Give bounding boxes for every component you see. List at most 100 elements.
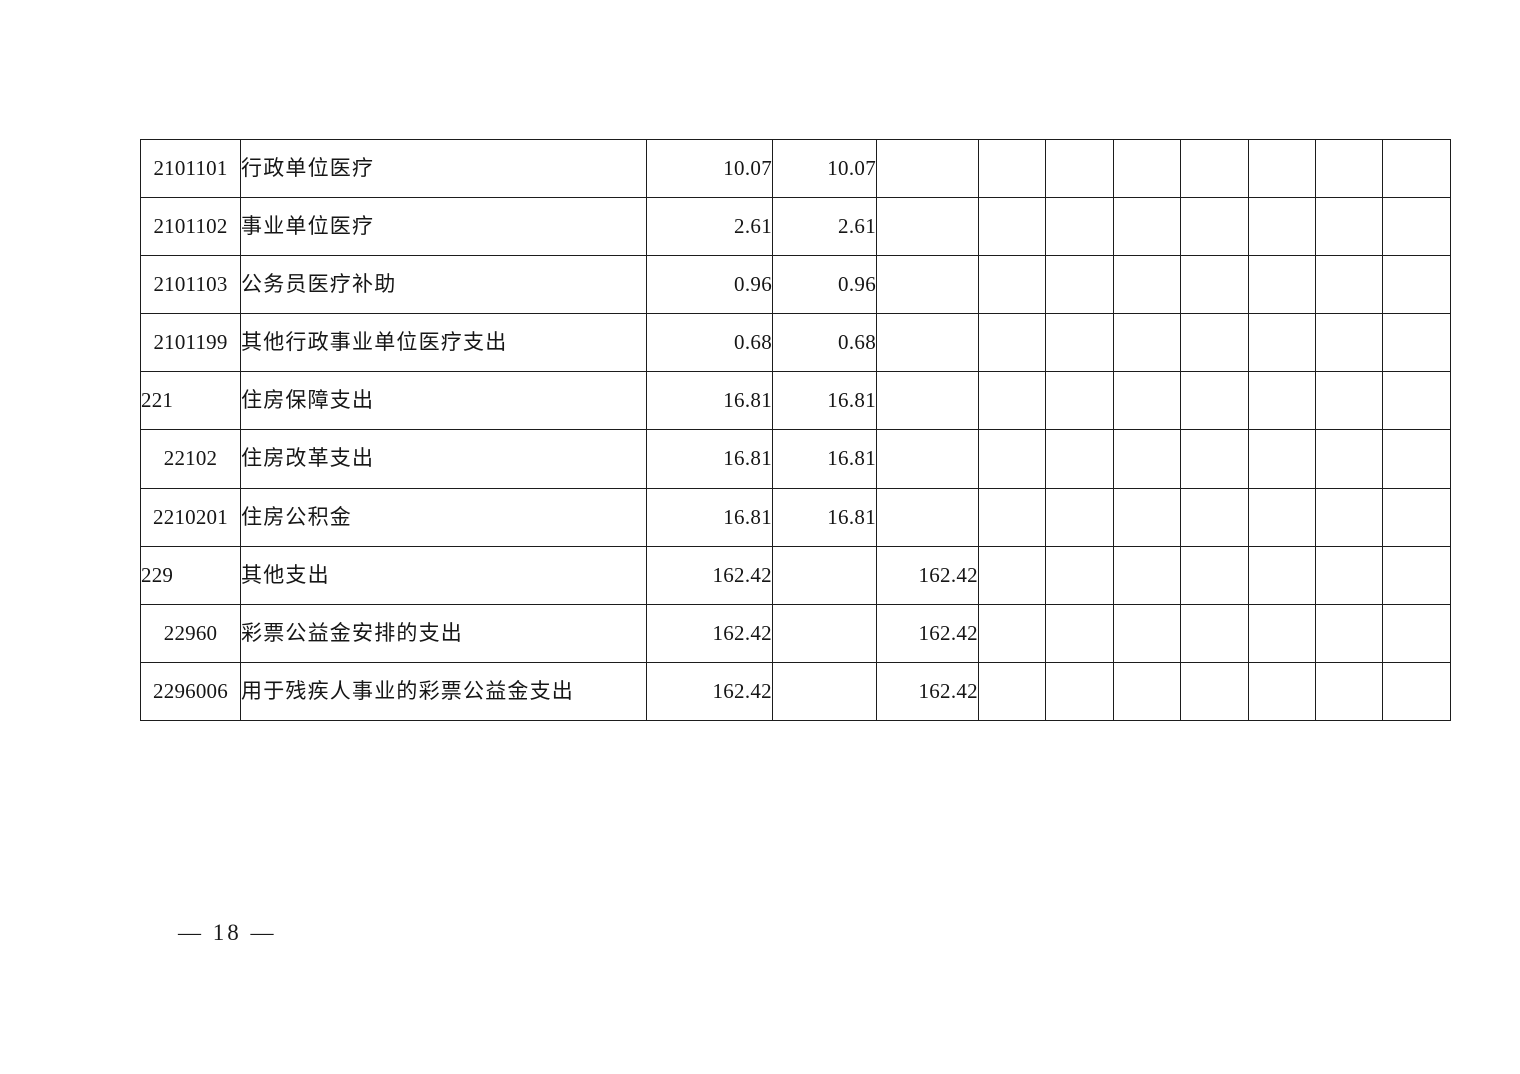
cell-empty (1382, 197, 1451, 257)
cell-item-name: 公务员医疗补助 (240, 255, 647, 315)
cell-empty (977, 255, 1047, 315)
cell-code: 229 (140, 545, 241, 605)
cell-empty (1045, 138, 1114, 199)
cell-empty (1180, 138, 1249, 199)
cell-code: 2101101 (140, 138, 241, 199)
cell-code: 22960 (140, 603, 241, 663)
cell-empty (1382, 255, 1451, 315)
cell-amount-v1: 16.81 (646, 487, 773, 547)
cell-empty (977, 371, 1047, 431)
cell-code: 221 (140, 371, 241, 431)
table-row: 2101103 公务员医疗补助 0.96 0.96 (140, 255, 1451, 315)
cell-empty (1045, 255, 1114, 315)
cell-amount-v3: 162.42 (876, 661, 979, 721)
table-row: 22102 住房改革支出 16.81 16.81 (140, 429, 1451, 489)
cell-empty (1180, 313, 1249, 373)
cell-empty (1314, 603, 1384, 663)
cell-empty (1382, 661, 1451, 721)
cell-code: 2101103 (140, 255, 241, 315)
cell-empty (1180, 545, 1249, 605)
cell-empty (1247, 487, 1316, 547)
cell-amount-v1: 10.07 (646, 138, 773, 199)
cell-item-name: 彩票公益金安排的支出 (240, 603, 647, 663)
cell-amount-v2: 16.81 (772, 371, 877, 431)
cell-empty (977, 138, 1047, 199)
cell-empty (1180, 255, 1249, 315)
cell-empty (1247, 138, 1316, 199)
cell-amount-v2: 10.07 (772, 138, 877, 199)
cell-empty (1314, 371, 1384, 431)
cell-empty (1112, 255, 1182, 315)
cell-empty (1314, 255, 1384, 315)
page-number: — 18 — (178, 920, 277, 945)
cell-item-name: 用于残疾人事业的彩票公益金支出 (240, 661, 647, 721)
cell-empty (977, 197, 1047, 257)
cell-empty (977, 313, 1047, 373)
cell-amount-v3 (876, 487, 979, 547)
cell-amount-v3: 162.42 (876, 545, 979, 605)
cell-empty (1180, 603, 1249, 663)
cell-empty (1045, 545, 1114, 605)
cell-amount-v3 (876, 255, 979, 315)
cell-amount-v1: 162.42 (646, 603, 773, 663)
cell-empty (1112, 313, 1182, 373)
cell-empty (1247, 661, 1316, 721)
cell-empty (1247, 545, 1316, 605)
cell-amount-v1: 2.61 (646, 197, 773, 257)
cell-amount-v2 (772, 545, 877, 605)
cell-amount-v3: 162.42 (876, 603, 979, 663)
cell-empty (1314, 138, 1384, 199)
cell-empty (1112, 661, 1182, 721)
cell-amount-v3 (876, 429, 979, 489)
table-row: 2296006 用于残疾人事业的彩票公益金支出 162.42 162.42 (140, 661, 1451, 721)
cell-amount-v2: 16.81 (772, 487, 877, 547)
table-row: 221 住房保障支出 16.81 16.81 (140, 371, 1451, 431)
cell-empty (977, 487, 1047, 547)
cell-code: 2210201 (140, 487, 241, 547)
cell-amount-v2: 16.81 (772, 429, 877, 489)
cell-empty (1382, 545, 1451, 605)
cell-empty (1382, 313, 1451, 373)
cell-amount-v2: 0.96 (772, 255, 877, 315)
budget-expenditure-table: 2101101 行政单位医疗 10.07 10.07 2101102 事业单位医疗 2.61… (140, 138, 1451, 721)
cell-empty (1382, 429, 1451, 489)
cell-amount-v1: 162.42 (646, 661, 773, 721)
cell-empty (1180, 429, 1249, 489)
cell-empty (1247, 429, 1316, 489)
cell-empty (1180, 371, 1249, 431)
cell-empty (1247, 255, 1316, 315)
cell-amount-v3 (876, 197, 979, 257)
cell-empty (1112, 487, 1182, 547)
cell-empty (977, 429, 1047, 489)
table-row: 22960 彩票公益金安排的支出 162.42 162.42 (140, 603, 1451, 663)
cell-empty (1112, 371, 1182, 431)
cell-empty (1112, 197, 1182, 257)
cell-empty (1247, 371, 1316, 431)
cell-empty (1045, 429, 1114, 489)
cell-amount-v3 (876, 371, 979, 431)
cell-empty (1112, 545, 1182, 605)
cell-empty (1247, 313, 1316, 373)
cell-item-name: 其他支出 (240, 545, 647, 605)
cell-amount-v2: 2.61 (772, 197, 877, 257)
cell-empty (1382, 603, 1451, 663)
cell-empty (1045, 371, 1114, 431)
cell-empty (1180, 197, 1249, 257)
cell-amount-v2 (772, 603, 877, 663)
table-row: 2101102 事业单位医疗 2.61 2.61 (140, 197, 1451, 257)
cell-item-name: 住房改革支出 (240, 429, 647, 489)
cell-empty (1180, 661, 1249, 721)
cell-amount-v1: 162.42 (646, 545, 773, 605)
cell-code: 2101102 (140, 197, 241, 257)
table-row: 2101101 行政单位医疗 10.07 10.07 (140, 138, 1451, 199)
cell-empty (1112, 138, 1182, 199)
cell-empty (1112, 429, 1182, 489)
cell-empty (977, 661, 1047, 721)
cell-code: 2296006 (140, 661, 241, 721)
cell-amount-v1: 0.96 (646, 255, 773, 315)
cell-empty (1314, 197, 1384, 257)
cell-empty (977, 545, 1047, 605)
cell-code: 22102 (140, 429, 241, 489)
cell-amount-v3 (876, 138, 979, 199)
